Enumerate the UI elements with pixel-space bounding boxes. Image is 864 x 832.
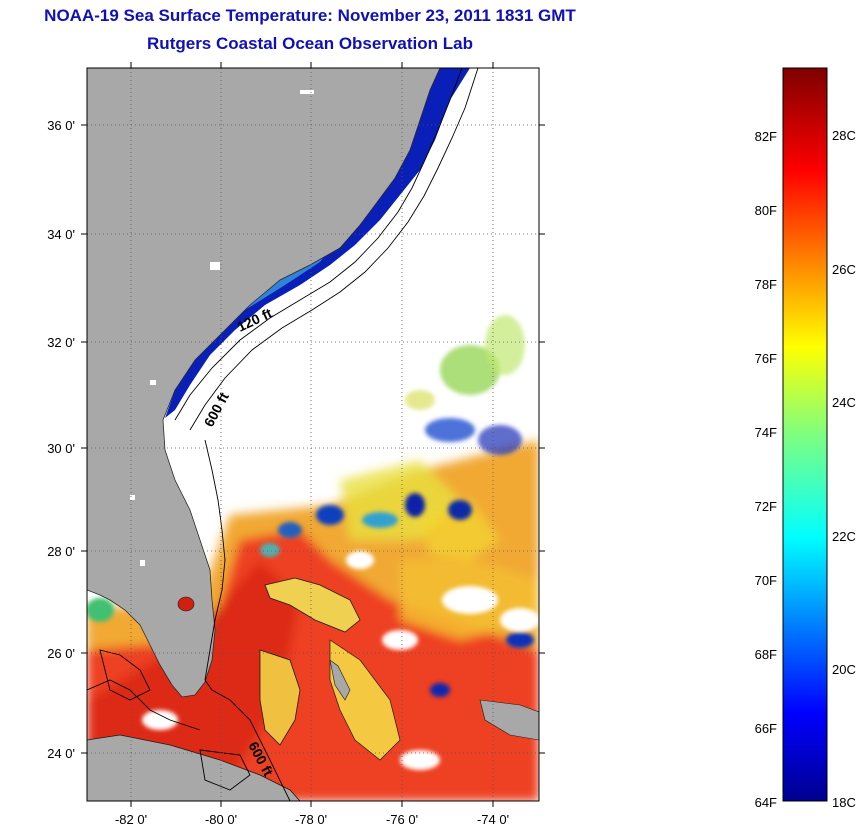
lat-label-32: 32 0': [47, 335, 75, 350]
cb-label-28c: 28C: [832, 128, 856, 143]
lat-label-24: 24 0': [47, 746, 75, 761]
cb-label-64f: 64F: [755, 795, 777, 810]
graticule: [87, 68, 539, 801]
lon-label-80: -80 0': [205, 812, 237, 827]
sst-cold-coastal-band: [165, 68, 470, 418]
longitude-labels: -82 0' -80 0' -78 0' -76 0' -74 0': [115, 812, 509, 827]
latitude-labels: 36 0' 34 0' 32 0' 30 0' 28 0' 26 0' 24 0…: [47, 118, 75, 761]
cb-label-18c: 18C: [832, 795, 856, 810]
cb-label-26c: 26C: [832, 262, 856, 277]
cb-label-74f: 74F: [755, 425, 777, 440]
bahamas-shoals: [329, 639, 401, 761]
lat-label-28: 28 0': [47, 544, 75, 559]
lat-label-30: 30 0': [47, 441, 75, 456]
colorbar: 82F 80F 78F 76F 74F 72F 70F 68F 66F 64F …: [755, 67, 856, 810]
cb-label-20c: 20C: [832, 662, 856, 677]
inland-lakes: [130, 90, 314, 566]
map-subtitle: Rutgers Coastal Ocean Observation Lab: [147, 34, 473, 53]
lon-label-82: -82 0': [115, 812, 147, 827]
map-frame: [86, 67, 540, 802]
cb-label-24c: 24C: [832, 395, 856, 410]
cb-label-72f: 72F: [755, 499, 777, 514]
map-title: NOAA-19 Sea Surface Temperature: Novembe…: [44, 6, 576, 25]
andros-island: [329, 659, 351, 701]
cb-label-22c: 22C: [832, 529, 856, 544]
bahamas-bank: [264, 577, 361, 633]
cb-label-80f: 80F: [755, 203, 777, 218]
lat-label-36: 36 0': [47, 118, 75, 133]
land-hispaniola-edge: [479, 699, 539, 741]
colorbar-f-labels: 82F 80F 78F 76F 74F 72F 70F 68F 66F 64F: [755, 129, 777, 810]
land-southeast-us: [87, 68, 441, 698]
cb-label-82f: 82F: [755, 129, 777, 144]
cb-label-66f: 66F: [755, 721, 777, 736]
land-cuba: [87, 734, 301, 801]
cb-label-78f: 78F: [755, 277, 777, 292]
isobath-contours: [87, 68, 479, 801]
lon-label-76: -76 0': [386, 812, 418, 827]
lat-label-34: 34 0': [47, 227, 75, 242]
colorbar-c-labels: 28C 26C 24C 22C 20C 18C: [832, 128, 856, 810]
lon-label-78: -78 0': [295, 812, 327, 827]
cb-label-76f: 76F: [755, 351, 777, 366]
cb-label-68f: 68F: [755, 647, 777, 662]
axis-ticks: [81, 62, 545, 807]
lon-label-74: -74 0': [477, 812, 509, 827]
colorbar-gradient: [782, 67, 828, 802]
map-area: 120 ft 600 ft 600 ft: [87, 68, 539, 801]
cb-label-70f: 70F: [755, 573, 777, 588]
great-bahama-bank: [259, 649, 301, 746]
lat-label-26: 26 0': [47, 646, 75, 661]
sst-cool-patches: [87, 315, 534, 697]
lake-okeechobee: [177, 596, 195, 612]
